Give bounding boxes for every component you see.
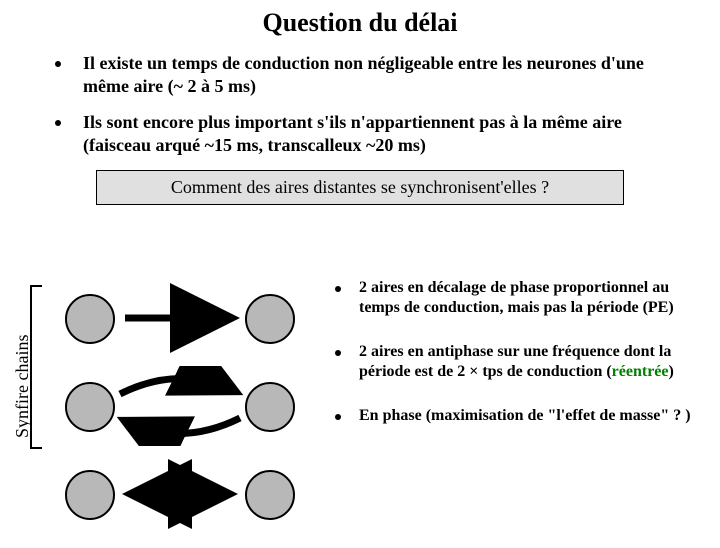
lower-region: Synfire chains 2 air: [0, 278, 720, 548]
bullet-row: Il existe un temps de conduction non nég…: [55, 52, 680, 97]
bullet-row: 2 aires en décalage de phase proportionn…: [335, 278, 705, 318]
arrow-icon: [55, 454, 305, 534]
bullet-dot: [335, 286, 341, 292]
bullet-dot: [55, 61, 61, 67]
bullet-dot: [335, 350, 341, 356]
bullet-row: 2 aires en antiphase sur une fréquence d…: [335, 342, 705, 382]
bullet-text: Ils sont encore plus important s'ils n'a…: [83, 111, 680, 156]
bullet-text: 2 aires en antiphase sur une fréquence d…: [359, 342, 705, 382]
text-span: ): [669, 363, 674, 380]
diagram-bidir-arrow: [55, 454, 305, 534]
arrow-icon: [55, 278, 305, 358]
bullet-dot: [335, 414, 341, 420]
right-bullet-list: 2 aires en décalage de phase proportionn…: [335, 278, 705, 450]
diagram-double-arrow: [55, 366, 305, 446]
top-bullet-list: Il existe un temps de conduction non nég…: [55, 52, 680, 156]
highlight-text: réentrée: [612, 363, 669, 380]
bullet-text: 2 aires en décalage de phase proportionn…: [359, 278, 705, 318]
bullet-text: En phase (maximisation de "l'effet de ma…: [359, 406, 691, 426]
bullet-row: Ils sont encore plus important s'ils n'a…: [55, 111, 680, 156]
bullet-row: En phase (maximisation de "l'effet de ma…: [335, 406, 705, 426]
diagram-single-arrow: [55, 278, 305, 358]
arrow-icon: [55, 366, 305, 446]
question-box: Comment des aires distantes se synchroni…: [96, 170, 624, 205]
page-title: Question du délai: [0, 8, 720, 38]
bullet-dot: [55, 120, 61, 126]
bracket: [30, 285, 42, 449]
bullet-text: Il existe un temps de conduction non nég…: [83, 52, 680, 97]
